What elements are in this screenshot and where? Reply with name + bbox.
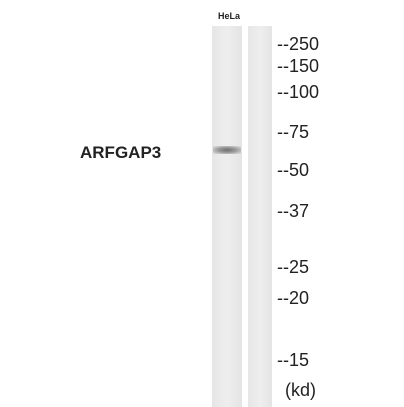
marker-label: --15 xyxy=(277,351,309,369)
marker-label: --50 xyxy=(277,161,309,179)
marker-label: --150 xyxy=(277,57,319,75)
marker-label: --20 xyxy=(277,289,309,307)
protein-label: ARFGAP3 xyxy=(80,144,161,161)
protein-band xyxy=(213,146,241,154)
marker-label: --75 xyxy=(277,123,309,141)
western-blot: HeLa ARFGAP3 --250 --150 --100 --75 --50… xyxy=(0,0,404,407)
marker-label: --250 xyxy=(277,35,319,53)
lane-label: HeLa xyxy=(218,12,240,21)
marker-lane xyxy=(248,26,272,407)
unit-label: (kd) xyxy=(285,381,316,399)
sample-lane xyxy=(212,26,242,407)
marker-label: --100 xyxy=(277,83,319,101)
marker-label: --25 xyxy=(277,258,309,276)
marker-label: --37 xyxy=(277,202,309,220)
